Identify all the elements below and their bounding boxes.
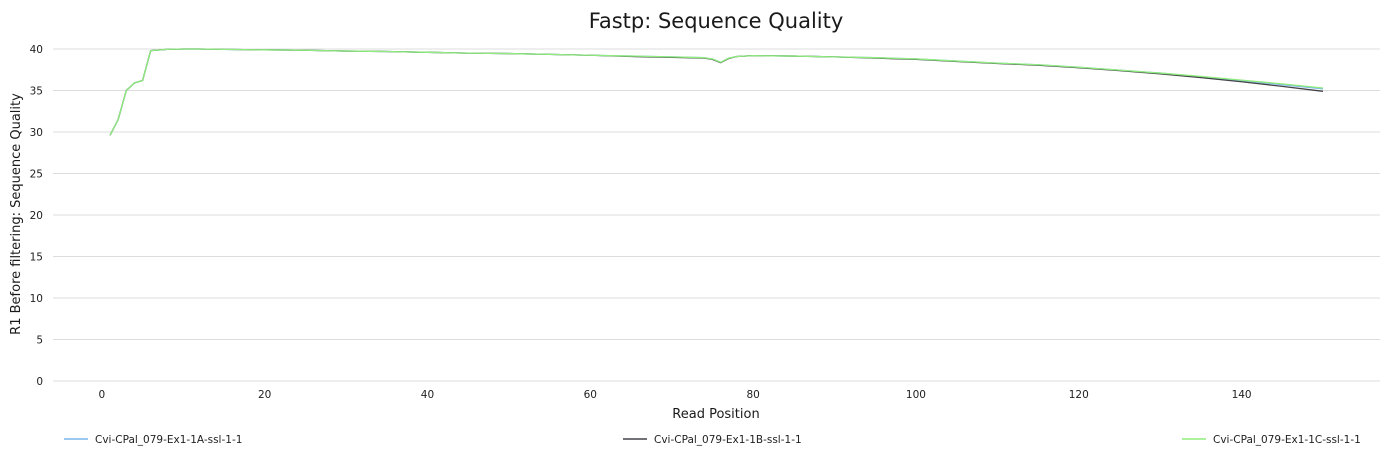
y-axis-label: R1 Before filtering: Sequence Quality xyxy=(9,93,24,335)
series-line xyxy=(109,48,1324,136)
x-tick-label: 40 xyxy=(421,389,434,401)
grid-lines xyxy=(53,48,1380,382)
chart-title: Fastp: Sequence Quality xyxy=(589,9,844,33)
x-tick-label: 120 xyxy=(1069,389,1089,401)
y-tick-label: 5 xyxy=(36,335,43,347)
legend-label: Cvi-CPal_079-Ex1-1C-ssl-1-1 xyxy=(1213,434,1361,446)
x-axis-ticks: 0 20 40 60 80 100 120 140 xyxy=(99,389,1252,401)
y-tick-label: 0 xyxy=(36,376,43,388)
x-axis-label: Read Position xyxy=(672,407,759,422)
x-tick-label: 100 xyxy=(906,389,926,401)
legend-label: Cvi-CPal_079-Ex1-1A-ssl-1-1 xyxy=(95,434,242,446)
x-tick-label: 20 xyxy=(258,389,271,401)
legend-item[interactable]: Cvi-CPal_079-Ex1-1B-ssl-1-1 xyxy=(623,434,802,446)
y-tick-label: 15 xyxy=(30,252,43,264)
series-lines xyxy=(109,48,1324,136)
series-line xyxy=(109,48,1324,136)
y-tick-label: 20 xyxy=(30,210,43,222)
legend-label: Cvi-CPal_079-Ex1-1B-ssl-1-1 xyxy=(654,434,802,446)
x-tick-label: 0 xyxy=(99,389,106,401)
y-axis-ticks: 0 5 10 15 20 25 30 35 40 xyxy=(30,44,43,388)
x-tick-label: 140 xyxy=(1232,389,1252,401)
series-line xyxy=(109,48,1324,136)
y-tick-label: 25 xyxy=(30,169,43,181)
x-tick-label: 60 xyxy=(584,389,597,401)
x-tick-label: 80 xyxy=(746,389,759,401)
y-tick-label: 40 xyxy=(30,44,43,56)
y-tick-label: 30 xyxy=(30,127,43,139)
legend: Cvi-CPal_079-Ex1-1A-ssl-1-1 Cvi-CPal_079-… xyxy=(64,434,1361,446)
legend-item[interactable]: Cvi-CPal_079-Ex1-1A-ssl-1-1 xyxy=(64,434,242,446)
y-tick-label: 35 xyxy=(30,86,43,98)
y-tick-label: 10 xyxy=(30,293,43,305)
legend-item[interactable]: Cvi-CPal_079-Ex1-1C-ssl-1-1 xyxy=(1182,434,1361,446)
